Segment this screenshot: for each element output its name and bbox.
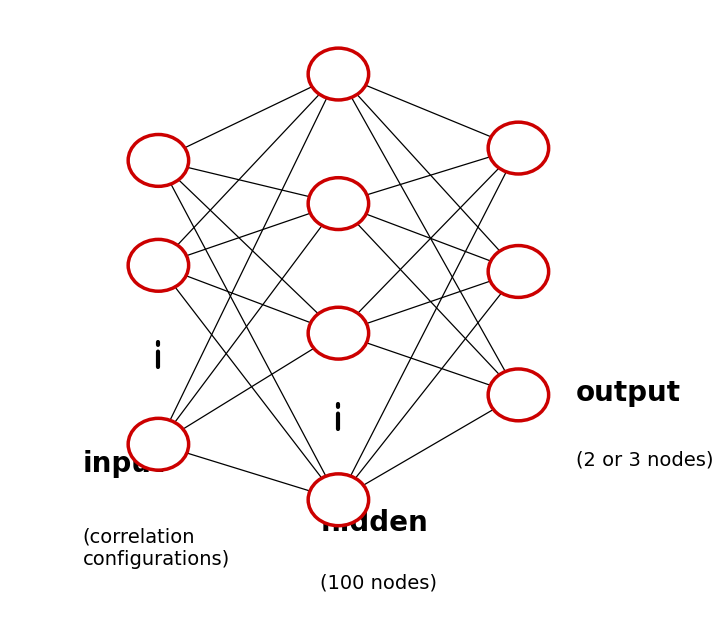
Circle shape <box>128 239 189 291</box>
Text: output: output <box>576 379 681 407</box>
Text: input: input <box>83 450 165 478</box>
Text: (2 or 3 nodes): (2 or 3 nodes) <box>576 450 714 470</box>
Text: (100 nodes): (100 nodes) <box>320 574 438 593</box>
Text: hidden: hidden <box>320 509 428 537</box>
Circle shape <box>128 135 189 186</box>
Circle shape <box>308 307 369 359</box>
Circle shape <box>488 122 549 174</box>
Text: (correlation
configurations): (correlation configurations) <box>83 528 230 568</box>
Circle shape <box>128 418 189 470</box>
Circle shape <box>308 178 369 230</box>
Circle shape <box>308 474 369 526</box>
Circle shape <box>488 369 549 421</box>
Circle shape <box>488 246 549 297</box>
Circle shape <box>308 48 369 100</box>
